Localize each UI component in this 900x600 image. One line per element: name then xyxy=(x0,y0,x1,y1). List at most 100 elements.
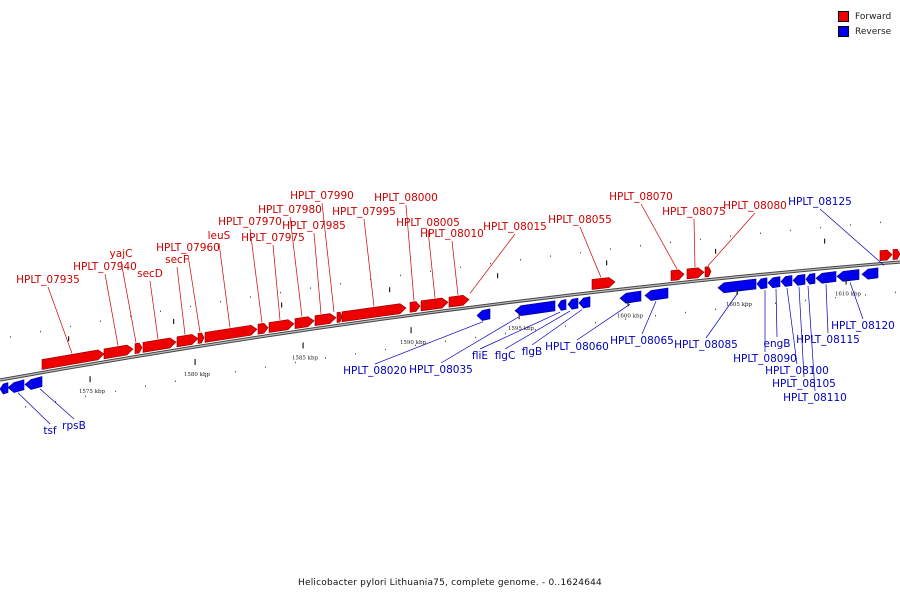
forward-label-15-leader xyxy=(451,240,459,295)
forward-gene-3 xyxy=(142,337,177,353)
upper-tick-1 xyxy=(173,318,175,324)
forward-label-11: HPLT_07990 xyxy=(290,190,354,202)
major-tick-6 xyxy=(736,288,738,295)
reverse-label-12: HPLT_08100 xyxy=(765,365,829,377)
forward-label-5-leader xyxy=(187,254,201,333)
reverse-gene-12 xyxy=(767,276,781,289)
reverse-label-17-leader xyxy=(819,208,885,266)
reverse-label-12-leader xyxy=(786,287,798,365)
forward-label-8-leader xyxy=(272,244,281,320)
reverse-label-1-leader xyxy=(39,388,75,420)
minor-tick-bottom xyxy=(565,325,566,327)
reverse-label-10-leader xyxy=(775,289,778,338)
minor-tick-top xyxy=(880,221,881,224)
forward-gene-19 xyxy=(704,266,712,278)
minor-tick-bottom xyxy=(115,390,116,392)
minor-tick-bottom xyxy=(715,308,716,311)
minor-tick-top xyxy=(700,238,701,241)
forward-label-16: HPLT_08015 xyxy=(483,221,547,233)
minor-tick-top xyxy=(370,278,371,281)
minor-tick-bottom xyxy=(85,395,86,398)
minor-tick-top xyxy=(550,255,551,257)
forward-label-10: HPLT_07985 xyxy=(282,220,346,232)
forward-gene-9 xyxy=(294,316,315,329)
minor-tick-bottom xyxy=(535,329,536,331)
minor-tick-top xyxy=(40,330,41,333)
forward-label-12-leader xyxy=(363,218,375,307)
reverse-gene-14 xyxy=(792,273,806,286)
forward-label-7-leader xyxy=(249,228,263,323)
forward-gene-2 xyxy=(134,342,143,355)
major-tick-5 xyxy=(627,300,629,307)
minor-tick-top xyxy=(460,266,461,269)
minor-tick-bottom xyxy=(835,296,836,299)
reverse-label-5: flgC xyxy=(495,350,516,362)
reverse-label-5-leader xyxy=(504,310,571,350)
tick-label-6: 1605 kbp xyxy=(726,302,753,308)
minor-tick-bottom xyxy=(145,385,146,387)
minor-tick-top xyxy=(340,283,341,285)
minor-tick-bottom xyxy=(175,380,176,382)
tick-label-5: 1600 kbp xyxy=(617,313,644,319)
forward-gene-10 xyxy=(314,313,337,327)
minor-tick-bottom xyxy=(685,311,686,314)
minor-tick-bottom xyxy=(265,366,266,368)
forward-swatch xyxy=(838,11,849,22)
major-tick-2 xyxy=(302,342,304,349)
forward-label-0-leader xyxy=(47,286,73,354)
forward-gene-7 xyxy=(257,322,269,335)
reverse-gene-13 xyxy=(780,275,793,287)
reverse-gene-16 xyxy=(815,271,837,284)
reverse-label-14-leader xyxy=(807,286,816,392)
reverse-label-3-leader xyxy=(440,317,519,364)
legend: Forward Reverse xyxy=(838,9,891,39)
reverse-label-9-leader xyxy=(705,292,739,339)
forward-label-4-leader xyxy=(176,266,186,335)
reverse-label-15: HPLT_08115 xyxy=(796,334,860,346)
minor-tick-top xyxy=(640,245,641,247)
minor-tick-bottom xyxy=(505,332,506,335)
forward-label-20: HPLT_08080 xyxy=(723,200,787,212)
reverse-label-0: tsf xyxy=(43,425,57,437)
forward-label-8: HPLT_07975 xyxy=(241,232,305,244)
minor-tick-bottom xyxy=(745,305,746,307)
minor-tick-top xyxy=(250,296,251,298)
reverse-label-2: HPLT_08020 xyxy=(343,365,407,377)
minor-tick-top xyxy=(610,248,611,250)
genome-caption: Helicobacter pylori Lithuania75, complet… xyxy=(298,578,602,588)
minor-tick-top xyxy=(400,274,401,277)
forward-label-11-leader xyxy=(321,202,335,312)
forward-label-20-leader xyxy=(707,212,756,267)
minor-tick-bottom xyxy=(25,406,26,408)
reverse-gene-7 xyxy=(578,296,591,309)
reverse-gene-1 xyxy=(7,379,25,393)
forward-label-4: secF xyxy=(165,254,189,266)
minor-tick-top xyxy=(190,305,191,308)
legend-reverse-label: Reverse xyxy=(855,26,892,37)
forward-label-6: leuS xyxy=(208,230,231,242)
reverse-label-9: HPLT_08085 xyxy=(674,339,738,351)
upper-tick-7 xyxy=(824,238,826,244)
minor-tick-top xyxy=(730,235,731,237)
minor-tick-bottom xyxy=(295,361,296,364)
reverse-label-8: HPLT_08065 xyxy=(610,335,674,347)
minor-tick-top xyxy=(100,320,101,322)
reverse-label-13: HPLT_08105 xyxy=(772,378,836,390)
reverse-gene-0 xyxy=(0,382,9,395)
forward-label-16-leader xyxy=(469,233,516,294)
reverse-label-16-leader xyxy=(849,282,864,320)
forward-gene-11 xyxy=(336,311,343,323)
forward-label-15: HPLT_08010 xyxy=(420,228,484,240)
forward-gene-8 xyxy=(268,319,295,333)
forward-gene-13 xyxy=(409,301,421,313)
forward-label-2: yajC xyxy=(110,248,133,260)
tick-label-2: 1585 kbp xyxy=(292,355,319,361)
forward-label-7: HPLT_07970 xyxy=(218,216,282,228)
forward-gene-20 xyxy=(879,249,893,261)
forward-label-10-leader xyxy=(313,232,322,314)
minor-tick-top xyxy=(310,287,311,289)
forward-gene-1 xyxy=(103,344,134,360)
forward-label-5: HPLT_07960 xyxy=(156,242,220,254)
tick-label-7: 1610 kbp xyxy=(835,292,862,298)
